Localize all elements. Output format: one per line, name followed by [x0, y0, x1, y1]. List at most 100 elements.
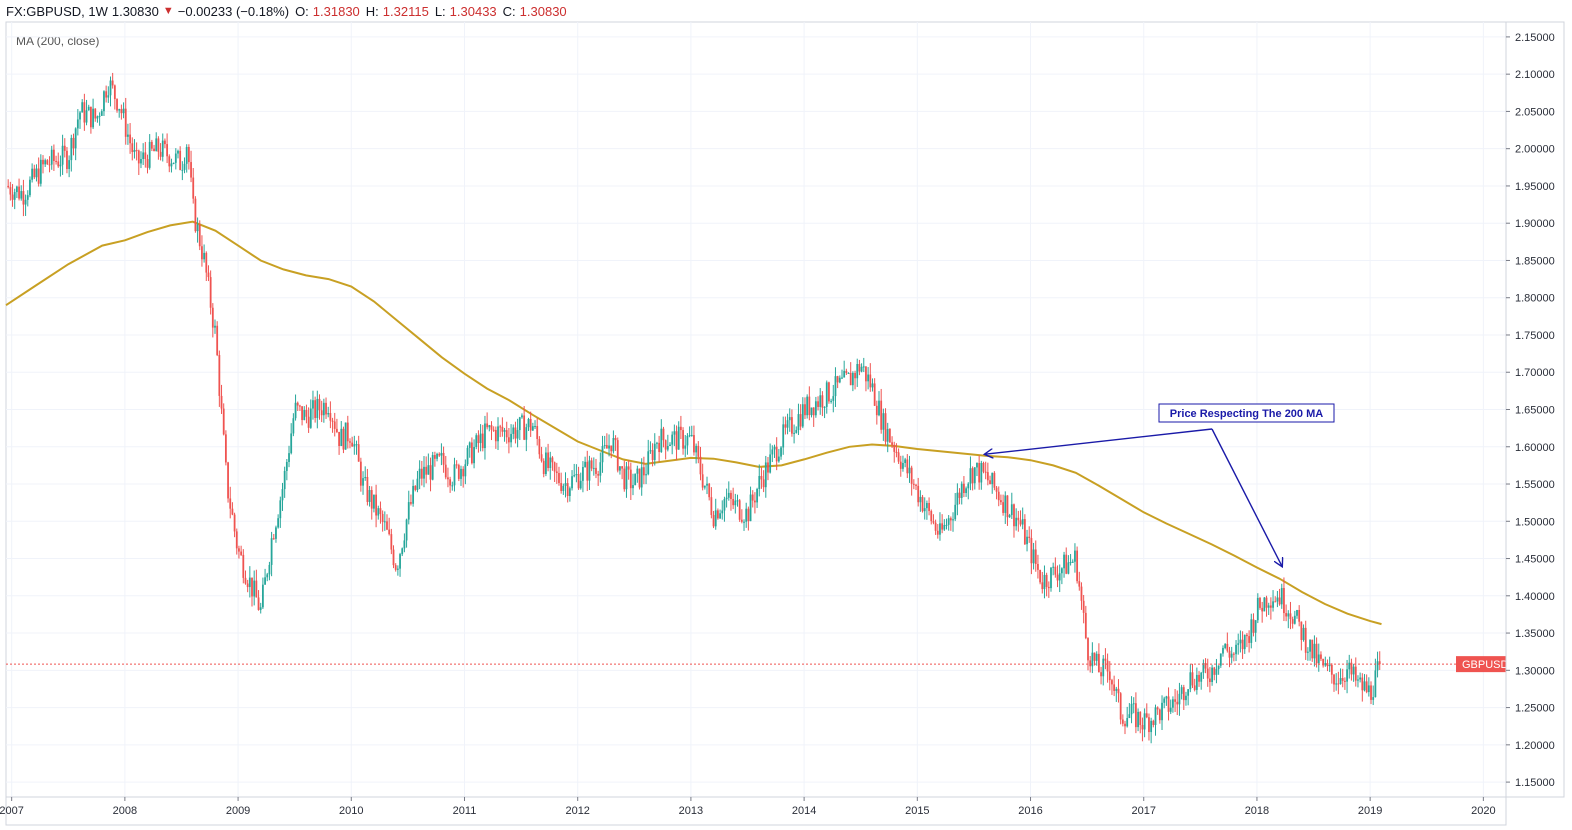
candle-up — [203, 252, 206, 260]
candle-down — [934, 522, 937, 531]
candle-up — [1359, 677, 1362, 680]
candle-up — [599, 462, 602, 476]
candle-up — [636, 468, 639, 474]
candle-up — [745, 508, 748, 522]
candle-up — [13, 192, 16, 200]
candle-down — [875, 405, 878, 416]
candle-down — [179, 150, 182, 170]
candle-down — [1213, 667, 1216, 675]
candle-up — [1126, 718, 1129, 727]
candle-down — [891, 442, 893, 445]
candle-down — [880, 400, 883, 430]
candle-down — [553, 462, 556, 472]
candle-down — [558, 473, 560, 484]
candle-down — [227, 462, 229, 499]
y-tick-label: 1.65000 — [1515, 405, 1555, 417]
candle-down — [190, 162, 192, 178]
candle-down — [1047, 586, 1050, 589]
candle-down — [699, 456, 702, 475]
candle-up — [1143, 713, 1146, 730]
candle-up — [1052, 566, 1055, 568]
candle-up — [248, 577, 251, 588]
candle-up — [453, 464, 456, 486]
candle-down — [845, 370, 848, 373]
candle-up — [1339, 678, 1342, 684]
candle-down — [375, 494, 378, 516]
candle-up — [782, 424, 785, 448]
candle-up — [1004, 495, 1007, 513]
candle-down — [508, 437, 510, 443]
candle-down — [129, 134, 131, 144]
candle-down — [33, 168, 36, 178]
high-label: H: — [365, 3, 379, 19]
candle-down — [379, 508, 382, 514]
symbol-label[interactable]: FX:GBPUSD, 1W — [6, 3, 108, 19]
candle-up — [564, 483, 567, 486]
candle-up — [277, 518, 280, 528]
candle-down — [930, 510, 933, 522]
candle-down — [490, 425, 493, 430]
candle-up — [749, 494, 752, 522]
candle-up — [640, 467, 643, 488]
candle-up — [786, 420, 789, 428]
candle-up — [619, 466, 621, 471]
candle-down — [1139, 711, 1142, 726]
candle-up — [1185, 695, 1187, 701]
candle-up — [608, 445, 610, 449]
candle-up — [177, 150, 179, 154]
candle-down — [1030, 538, 1033, 564]
indicator-label[interactable]: MA (200, close) — [16, 34, 100, 48]
candle-down — [817, 401, 819, 407]
candle-down — [1111, 680, 1113, 685]
candle-up — [142, 152, 145, 160]
candle-up — [669, 444, 671, 447]
candle-down — [486, 423, 489, 428]
candle-down — [425, 466, 428, 475]
candle-down — [1341, 678, 1344, 681]
candle-up — [592, 467, 595, 469]
candle-down — [828, 382, 830, 402]
candle-up — [1239, 639, 1242, 644]
price-change: −0.00233 (−0.18%) — [177, 3, 290, 19]
candle-up — [479, 433, 482, 444]
candle-down — [799, 414, 802, 427]
candle-up — [956, 492, 959, 505]
candle-up — [531, 426, 534, 431]
candle-up — [780, 447, 782, 457]
candle-down — [222, 408, 225, 435]
candle-down — [821, 395, 824, 408]
candle-up — [684, 445, 687, 449]
candle-up — [35, 168, 38, 178]
candle-up — [464, 464, 467, 477]
candle-up — [1021, 519, 1024, 525]
candle-down — [57, 161, 60, 167]
candle-down — [46, 160, 49, 165]
candle-down — [1121, 719, 1124, 724]
candle-up — [1032, 549, 1035, 564]
candle-up — [107, 95, 110, 98]
candle-up — [980, 462, 983, 483]
candle-down — [187, 146, 190, 163]
candle-up — [830, 400, 833, 402]
candle-up — [954, 504, 957, 520]
candle-down — [629, 469, 632, 489]
candle-down — [1204, 663, 1207, 669]
annotation-box — [1158, 403, 1335, 423]
candle-down — [349, 441, 351, 443]
candle-up — [1130, 703, 1133, 715]
y-tick-label: 1.70000 — [1515, 367, 1555, 379]
candle-up — [362, 478, 364, 486]
candle-up — [59, 164, 62, 167]
candle-down — [1330, 664, 1333, 675]
candle-down — [732, 499, 735, 506]
candle-up — [666, 446, 669, 450]
candle-up — [253, 580, 256, 597]
candle-up — [1254, 620, 1257, 633]
candle-up — [673, 431, 676, 435]
candle-down — [48, 164, 51, 166]
candle-up — [1335, 683, 1338, 685]
candle-down — [242, 554, 245, 578]
candle-down — [627, 466, 630, 470]
candle-down — [597, 473, 600, 476]
